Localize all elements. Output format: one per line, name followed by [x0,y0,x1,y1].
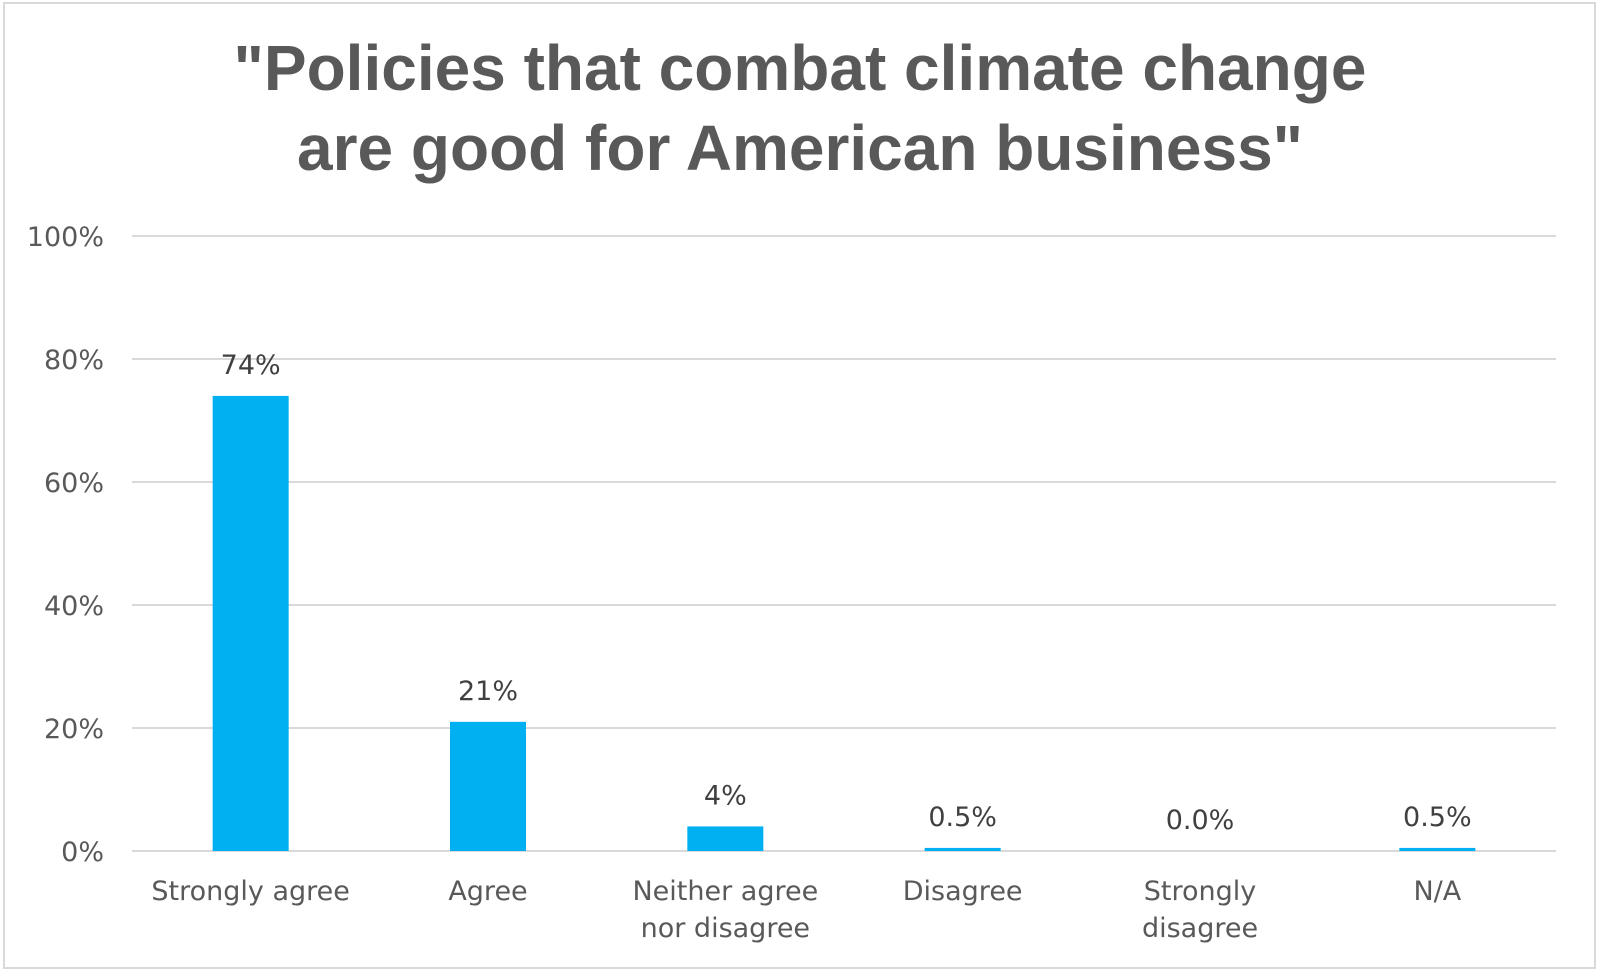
y-tick-label: 100% [27,222,104,253]
data-label: 0.0% [1166,805,1235,836]
data-label: 74% [221,350,281,381]
y-tick-label: 40% [44,591,104,622]
bar [687,826,764,851]
bar [212,395,289,851]
data-label: 0.5% [1403,802,1472,833]
category-label-line: Neither agree [632,876,818,907]
category-label: Agree [448,876,527,907]
y-tick-label: 20% [44,714,104,745]
data-label: 4% [704,780,747,811]
bar [924,847,1001,851]
chart-title-line-1: "Policies that combat climate change [233,32,1367,104]
category-label-line: Agree [448,876,527,907]
bar [450,721,526,851]
y-tick-label: 60% [44,468,104,499]
category-label-line: disagree [1142,913,1258,944]
category-label-line: N/A [1413,876,1461,907]
bar [1399,847,1476,851]
category-label: Strongly agree [151,876,349,907]
category-label-line: nor disagree [641,913,810,944]
category-label: Strongly disagree [1142,876,1258,944]
data-label: 0.5% [928,802,997,833]
category-label: Neither agree nor disagree [632,876,818,944]
chart-title: "Policies that combat climate change are… [0,28,1600,188]
y-tick-label: 0% [61,837,104,868]
category-label-line: Strongly agree [151,876,349,907]
chart-title-line-2: are good for American business" [297,112,1303,184]
category-label: N/A [1413,876,1461,907]
category-label-line: Strongly [1144,876,1257,907]
y-tick-label: 80% [44,345,104,376]
category-label-line: Disagree [903,876,1023,907]
category-label: Disagree [903,876,1023,907]
data-label: 21% [458,676,518,707]
